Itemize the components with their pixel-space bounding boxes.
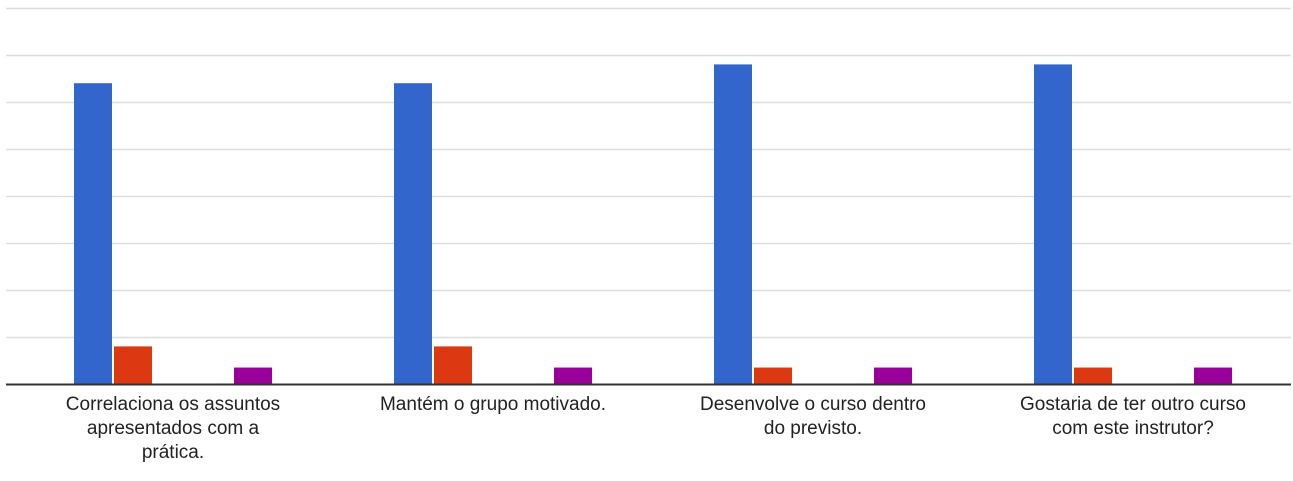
x-tick-label-line: Gostaria de ter outro curso — [1020, 394, 1246, 415]
bar-series-2-category-2[interactable] — [434, 346, 472, 384]
bar-series-3-category-4[interactable] — [1194, 367, 1232, 384]
x-tick-label-line: Mantém o grupo motivado. — [380, 394, 606, 415]
x-tick-label-3: Desenvolve o curso dentro do previsto. — [700, 394, 926, 439]
bar-series-3-category-2[interactable] — [554, 367, 592, 384]
x-tick-label-line: prática. — [142, 442, 204, 463]
bar-series-2-category-3[interactable] — [754, 367, 792, 384]
x-tick-label-line: Correlaciona os assuntos — [66, 394, 280, 415]
x-tick-label-line: Desenvolve o curso dentro — [700, 394, 926, 415]
bar-series-2-category-4[interactable] — [1074, 367, 1112, 384]
x-tick-label-line: apresentados com a — [87, 418, 260, 439]
bars — [74, 64, 1232, 385]
x-tick-label-1: Correlaciona os assuntos apresentados com… — [66, 394, 280, 463]
bar-series-1-category-2[interactable] — [394, 83, 432, 384]
category-labels: Correlaciona os assuntos apresentados com… — [66, 394, 1246, 463]
x-tick-label-line: do previsto. — [764, 418, 862, 439]
bar-series-1-category-4[interactable] — [1034, 64, 1072, 385]
x-tick-label-4: Gostaria de ter outro curso com este inst… — [1020, 394, 1246, 439]
bar-series-1-category-1[interactable] — [74, 83, 112, 384]
gridlines — [6, 7, 1291, 339]
x-tick-label-line: com este instrutor? — [1052, 418, 1214, 439]
bar-series-3-category-1[interactable] — [234, 367, 272, 384]
bar-series-3-category-3[interactable] — [874, 367, 912, 384]
bar-series-2-category-1[interactable] — [114, 346, 152, 384]
bar-series-1-category-3[interactable] — [714, 64, 752, 385]
x-tick-label-2: Mantém o grupo motivado. — [380, 394, 606, 415]
